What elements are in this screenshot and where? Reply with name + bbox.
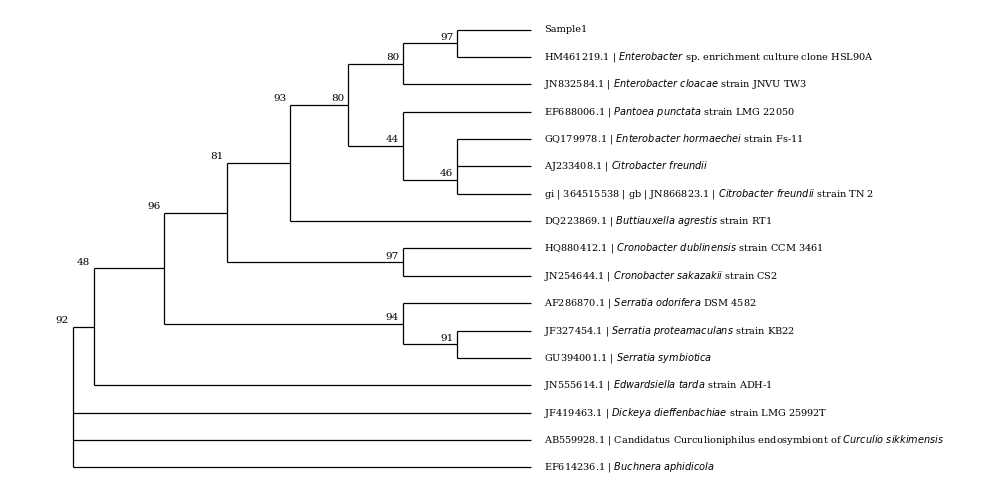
- Text: 92: 92: [56, 316, 69, 325]
- Text: GU394001.1 | $\it{Serratia\ symbiotica}$: GU394001.1 | $\it{Serratia\ symbiotica}$: [544, 351, 712, 365]
- Text: 97: 97: [386, 251, 399, 260]
- Text: 46: 46: [440, 169, 453, 178]
- Text: 94: 94: [386, 313, 399, 322]
- Text: 48: 48: [77, 257, 90, 266]
- Text: JN832584.1 | $\it{Enterobacter\ cloacae}$ strain JNVU TW3: JN832584.1 | $\it{Enterobacter\ cloacae}…: [544, 78, 807, 91]
- Text: HM461219.1 | $\it{Enterobacter}$ sp. enrichment culture clone HSL90A: HM461219.1 | $\it{Enterobacter}$ sp. enr…: [544, 50, 874, 64]
- Text: 91: 91: [440, 333, 453, 342]
- Text: Sample1: Sample1: [544, 25, 587, 34]
- Text: 80: 80: [331, 94, 344, 103]
- Text: AF286870.1 | $\it{Serratia\ odorifera}$ DSM 4582: AF286870.1 | $\it{Serratia\ odorifera}$ …: [544, 296, 756, 310]
- Text: 80: 80: [386, 53, 399, 62]
- Text: AJ233408.1 | $\it{Citrobacter\ freundii}$: AJ233408.1 | $\it{Citrobacter\ freundii}…: [544, 160, 708, 173]
- Text: JF327454.1 | $\it{Serratia\ proteamaculans}$ strain KB22: JF327454.1 | $\it{Serratia\ proteamacula…: [544, 324, 795, 337]
- Text: GQ179978.1 | $\it{Enterobacter\ hormaechei}$ strain Fs-11: GQ179978.1 | $\it{Enterobacter\ hormaech…: [544, 132, 803, 146]
- Text: gi | 364515538 | gb | JN866823.1 | $\it{Citrobacter\ freundii}$ strain TN 2: gi | 364515538 | gb | JN866823.1 | $\it{…: [544, 187, 874, 201]
- Text: JN555614.1 | $\it{Edwardsiella\ tarda}$ strain ADH-1: JN555614.1 | $\it{Edwardsiella\ tarda}$ …: [544, 378, 773, 392]
- Text: 96: 96: [147, 202, 161, 211]
- Text: 97: 97: [440, 33, 453, 42]
- Text: HQ880412.1 | $\it{Cronobacter\ dublinensis}$ strain CCM 3461: HQ880412.1 | $\it{Cronobacter\ dublinens…: [544, 242, 824, 255]
- Text: 93: 93: [273, 94, 286, 103]
- Text: EF688006.1 | $\it{Pantoea\ punctata}$ strain LMG 22050: EF688006.1 | $\it{Pantoea\ punctata}$ st…: [544, 105, 795, 119]
- Text: 81: 81: [210, 153, 223, 162]
- Text: 44: 44: [386, 135, 399, 144]
- Text: JN254644.1 | $\it{Cronobacter\ sakazakii}$ strain CS2: JN254644.1 | $\it{Cronobacter\ sakazakii…: [544, 269, 778, 283]
- Text: EF614236.1 | $\it{Buchnera\ aphidicola}$: EF614236.1 | $\it{Buchnera\ aphidicola}$: [544, 460, 715, 475]
- Text: DQ223869.1 | $\it{Buttiauxella\ agrestis}$ strain RT1: DQ223869.1 | $\it{Buttiauxella\ agrestis…: [544, 214, 772, 228]
- Text: JF419463.1 | $\it{Dickeya\ dieffenbachiae}$ strain LMG 25992T: JF419463.1 | $\it{Dickeya\ dieffenbachia…: [544, 406, 827, 419]
- Text: AB559928.1 | Candidatus Curculioniphilus endosymbiont of $\it{Curculio\ sikkimen: AB559928.1 | Candidatus Curculioniphilus…: [544, 433, 944, 447]
